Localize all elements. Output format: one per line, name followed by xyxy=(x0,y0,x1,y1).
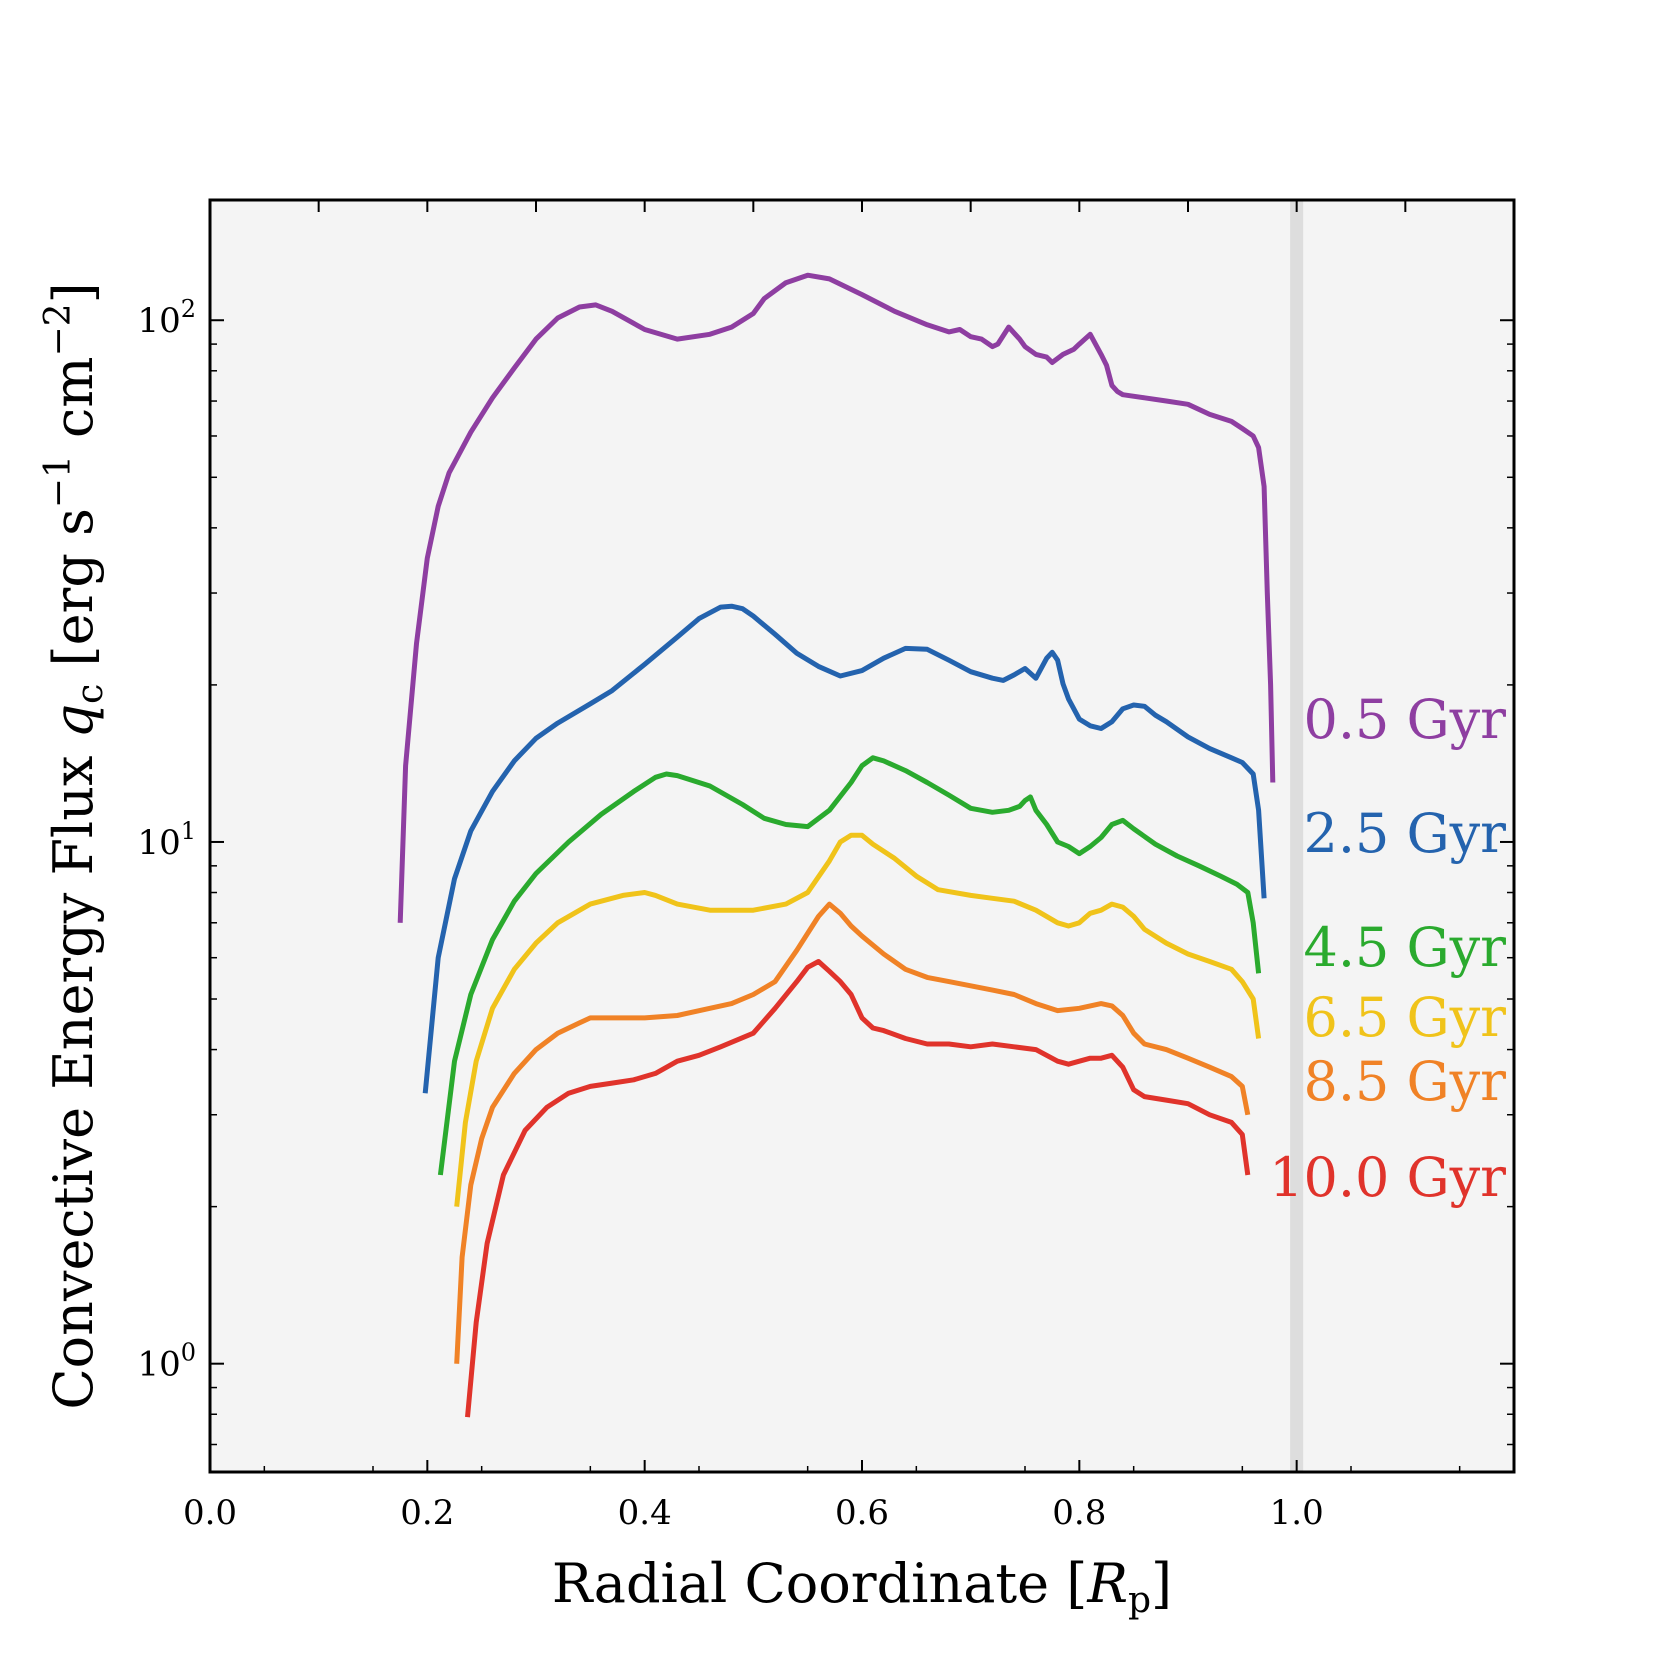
shaded-band-r-equals-1 xyxy=(1290,200,1304,1472)
y-axis-label-unit: [erg s xyxy=(42,508,105,683)
x-tick-label-1.0: 1.0 xyxy=(1270,1493,1324,1533)
series-line-8.5-gyr xyxy=(454,901,1251,1364)
y-axis: 100 101 102 xyxy=(137,295,1514,1446)
y-axis-label-unit2: cm xyxy=(42,356,105,455)
series-line-0.5-gyr xyxy=(397,272,1276,923)
x-tick-label-0.2: 0.2 xyxy=(400,1493,454,1533)
series-layer xyxy=(397,272,1276,1418)
x-axis: 0.0 0.2 0.4 0.6 0.8 1.0 xyxy=(183,200,1515,1533)
x-tick-label-0.4: 0.4 xyxy=(618,1493,672,1533)
x-tick-label-0.6: 0.6 xyxy=(835,1493,889,1533)
series-label-2.5-gyr: 2.5 Gyr xyxy=(1304,802,1507,865)
series-label-4.5-gyr: 4.5 Gyr xyxy=(1304,916,1507,979)
x-tick-label-0.8: 0.8 xyxy=(1052,1493,1106,1533)
y-axis-label-end: ] xyxy=(42,282,105,303)
y-axis-label-exp1: −1 xyxy=(38,455,79,508)
x-axis-label-end: ] xyxy=(1151,1552,1172,1615)
series-line-4.5-gyr xyxy=(437,755,1262,1176)
y-tick-label-10^1: 101 xyxy=(137,817,196,863)
series-label-0.5-gyr: 0.5 Gyr xyxy=(1304,688,1507,751)
x-axis-label: Radial Coordinate [Rp] xyxy=(552,1552,1172,1621)
y-axis-label-var: q xyxy=(42,704,105,739)
y-axis-label-exp2: −2 xyxy=(38,303,79,356)
y-tick-label-10^2: 102 xyxy=(137,295,196,341)
x-axis-label-main: Radial Coordinate [ xyxy=(552,1552,1087,1615)
x-axis-label-sub: p xyxy=(1128,1580,1151,1621)
x-axis-label-var: R xyxy=(1086,1552,1128,1615)
series-line-2.5-gyr xyxy=(422,603,1267,1094)
series-line-10.0-gyr xyxy=(465,959,1251,1418)
y-axis-label: Convective Energy Flux qc [erg s−1 cm−2] xyxy=(38,282,111,1409)
x-tick-label-0.0: 0.0 xyxy=(183,1493,237,1533)
y-axis-label-main: Convective Energy Flux xyxy=(42,738,105,1409)
series-line-6.5-gyr xyxy=(454,832,1262,1207)
series-label-10.0-gyr: 10.0 Gyr xyxy=(1269,1146,1506,1209)
series-label-8.5-gyr: 8.5 Gyr xyxy=(1304,1050,1507,1113)
y-axis-label-sub: c xyxy=(70,684,111,704)
series-label-6.5-gyr: 6.5 Gyr xyxy=(1304,986,1507,1049)
y-tick-label-10^0: 100 xyxy=(137,1339,196,1385)
